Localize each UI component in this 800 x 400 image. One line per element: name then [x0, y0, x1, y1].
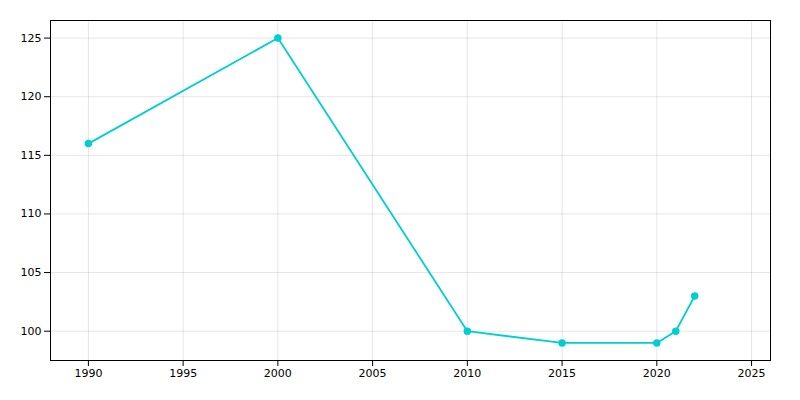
- svg-text:105: 105: [21, 266, 42, 279]
- svg-text:2000: 2000: [264, 367, 292, 380]
- svg-text:100: 100: [21, 325, 42, 338]
- svg-text:115: 115: [21, 149, 42, 162]
- svg-text:2025: 2025: [738, 367, 766, 380]
- svg-text:2010: 2010: [453, 367, 481, 380]
- svg-text:2020: 2020: [643, 367, 671, 380]
- svg-text:2015: 2015: [548, 367, 576, 380]
- svg-text:120: 120: [21, 90, 42, 103]
- svg-text:2005: 2005: [359, 367, 387, 380]
- svg-text:1990: 1990: [74, 367, 102, 380]
- svg-text:125: 125: [21, 32, 42, 45]
- svg-text:110: 110: [21, 207, 42, 220]
- svg-text:1995: 1995: [169, 367, 197, 380]
